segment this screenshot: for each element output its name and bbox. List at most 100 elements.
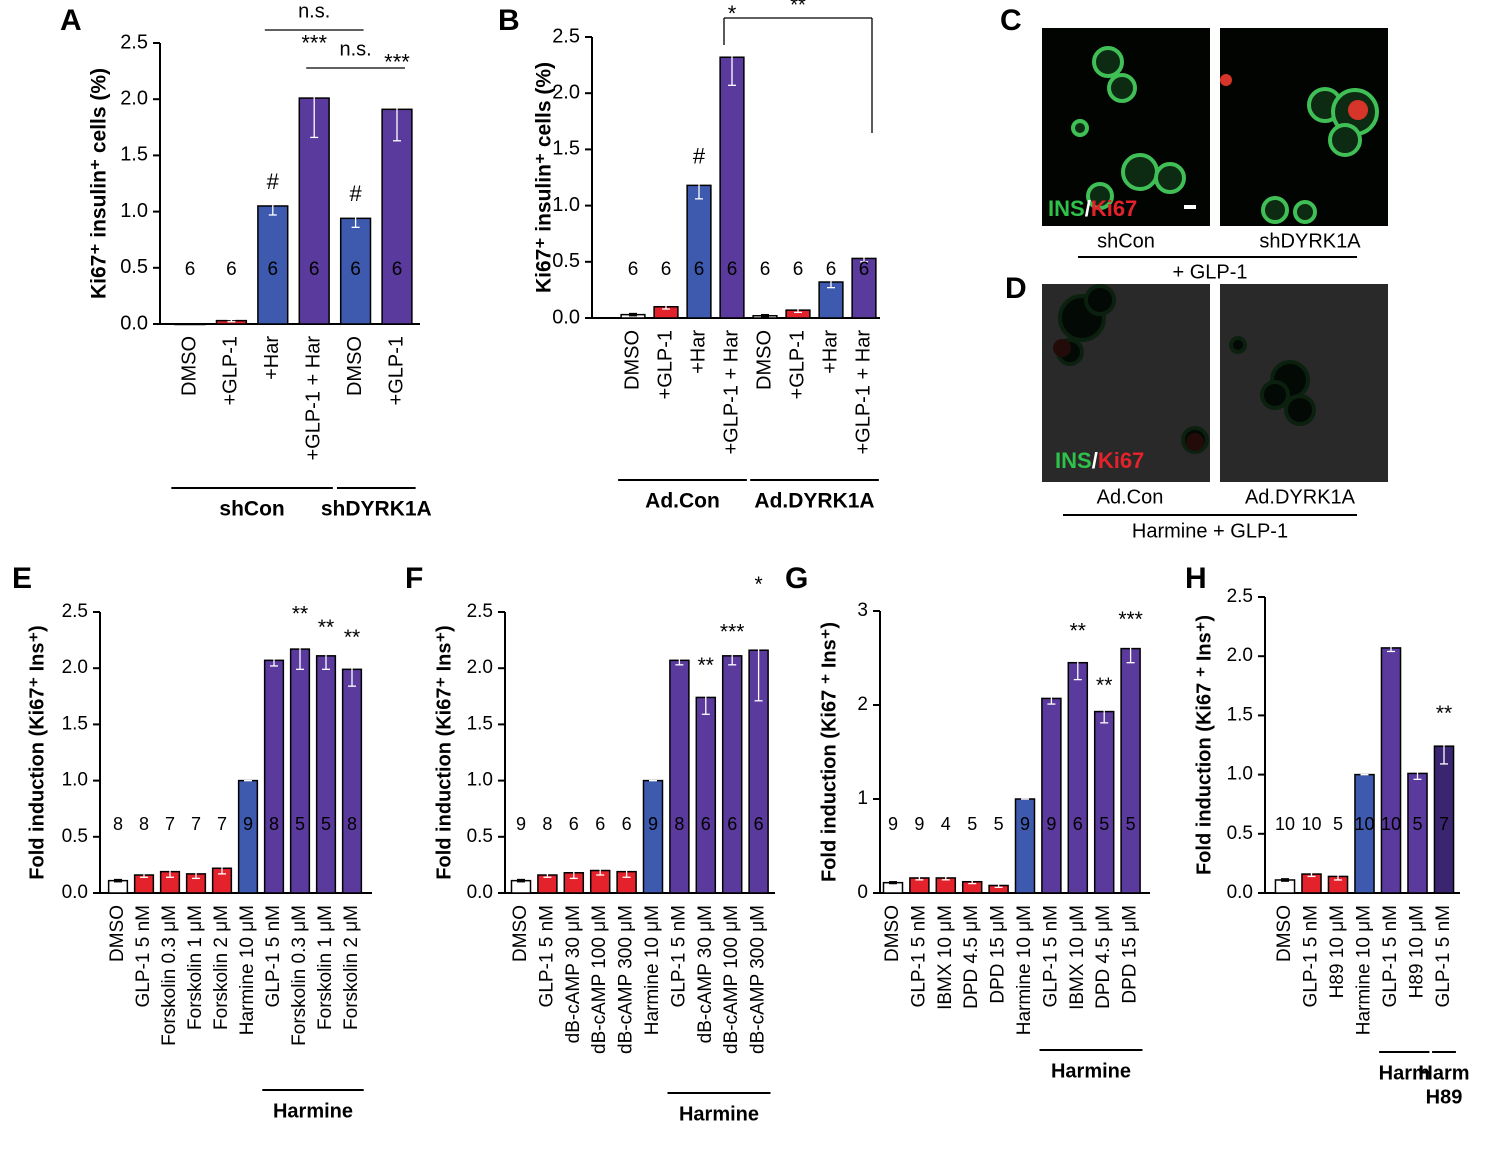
x-tick-label: dB-cAMP 30 μM [563,905,584,1043]
image-label: Ad.DYRK1A [1245,486,1356,508]
panel-letter: B [498,4,520,37]
stain-sep: / [1085,196,1091,221]
y-tick-label: 0.5 [62,826,88,847]
n-label: 6 [268,259,279,280]
y-tick-label: 1.5 [1227,704,1253,725]
bar [107,879,129,894]
x-tick-label: dB-cAMP 300 μM [748,905,769,1054]
n-label: 6 [727,814,737,834]
x-tick-label: GLP-1 5 nM [1433,905,1454,1007]
n-label: 10 [1354,814,1374,834]
y-tick-label: 0.0 [62,882,88,903]
n-label: 9 [648,814,658,834]
x-tick-label: dB-cAMP 30 μM [695,905,716,1043]
n-label: 6 [694,259,705,280]
n-label: 7 [165,814,175,834]
x-tick-label: dB-cAMP 300 μM [616,905,637,1054]
y-tick-label: 0.5 [467,826,493,847]
bracket-label: n.s. [298,0,330,22]
group-label: Harm [1379,1062,1430,1084]
n-label: 6 [760,259,771,280]
n-label: 6 [701,814,711,834]
y-tick-label: 0.5 [120,256,148,278]
x-tick-label: GLP-1 5 nM [1040,905,1061,1007]
n-label: 8 [269,814,279,834]
bracket-label: n.s. [339,38,371,60]
panel-letter: G [785,562,808,595]
bar [315,655,337,894]
n-label: 7 [217,814,227,834]
group-label: shDYRK1A [321,498,432,521]
group-sublabel: H89 [1426,1086,1463,1108]
group-label: Harmine [679,1103,759,1125]
x-tick-label: +Har [261,336,283,380]
y-tick-label: 2.5 [62,601,88,622]
significance: *** [720,620,745,643]
n-label: 6 [859,259,870,280]
n-label: 10 [1381,814,1401,834]
micrograph [1220,284,1388,482]
x-tick-label: GLP-1 5 nM [1380,905,1401,1007]
significance: *** [1118,608,1143,631]
bar [1041,697,1062,894]
y-tick-label: 2.0 [120,87,148,109]
group-label: Ad.Con [645,490,720,513]
n-label: 6 [569,814,579,834]
n-label: 8 [139,814,149,834]
x-tick-label: DPD 4.5 μM [1093,905,1114,1009]
y-tick-label: 2.5 [120,31,148,53]
panel-letter: C [1000,4,1022,37]
stain-label: INS/Ki67 [1048,196,1137,221]
n-label: 9 [516,814,526,834]
y-tick-label: 1.5 [467,713,493,734]
x-tick-label: DPD 15 μM [1120,905,1141,1004]
bar [1380,647,1402,894]
significance: ** [1070,619,1086,642]
n-label: 6 [622,814,632,834]
x-tick-label: Forskolin 1 μM [315,905,336,1030]
y-tick-label: 0.0 [1227,882,1253,903]
bar [289,648,311,894]
y-tick-label: 1.5 [552,138,580,160]
n-label: 6 [661,259,672,280]
n-label: 6 [226,259,237,280]
y-axis-label: Fold induction (Ki67⁺ Ins⁺) [433,625,455,879]
significance: ** [1436,702,1452,725]
y-tick-label: 1.5 [62,713,88,734]
x-tick-label: +GLP-1 + Har [302,336,324,461]
y-tick-label: 2.0 [62,657,88,678]
x-tick-label: GLP-1 5 nM [263,905,284,1007]
y-tick-label: 3 [857,600,868,621]
n-label: 10 [1301,814,1321,834]
significance: *** [384,50,410,75]
group-label: Harmine [273,1100,353,1122]
bar [341,668,363,894]
x-tick-label: Harmine 10 μM [642,905,663,1035]
n-label: 9 [888,814,898,834]
image-label: Ad.Con [1097,486,1164,508]
y-axis-label: Fold induction (Ki67 ⁺ Ins⁺) [818,622,840,882]
y-tick-label: 2.0 [1227,645,1253,666]
x-tick-label: DMSO [621,330,643,390]
y-tick-label: 2.0 [467,657,493,678]
x-tick-label: DPD 4.5 μM [961,905,982,1009]
image-label: shCon [1097,230,1155,252]
x-tick-label: DMSO [344,336,366,396]
bracket-label: ** [790,0,806,16]
bar [1067,661,1089,894]
x-tick-label: Forskolin 2 μM [211,905,232,1030]
y-axis-label: Fold induction (Ki67 ⁺ Ins⁺) [1193,615,1215,875]
x-tick-label: Forskolin 2 μM [341,905,362,1030]
significance: # [267,169,280,194]
significance: ** [1096,674,1112,697]
group-label: Ad.DYRK1A [754,490,874,513]
x-tick-label: +GLP-1 [220,336,242,405]
bar [1093,710,1115,894]
x-tick-label: Harmine 10 μM [1014,905,1035,1035]
bar [1120,647,1141,894]
n-label: 9 [1020,814,1030,834]
y-tick-label: 0 [857,882,868,903]
n-label: 4 [941,814,951,834]
x-tick-label: IBMX 10 μM [935,905,956,1010]
